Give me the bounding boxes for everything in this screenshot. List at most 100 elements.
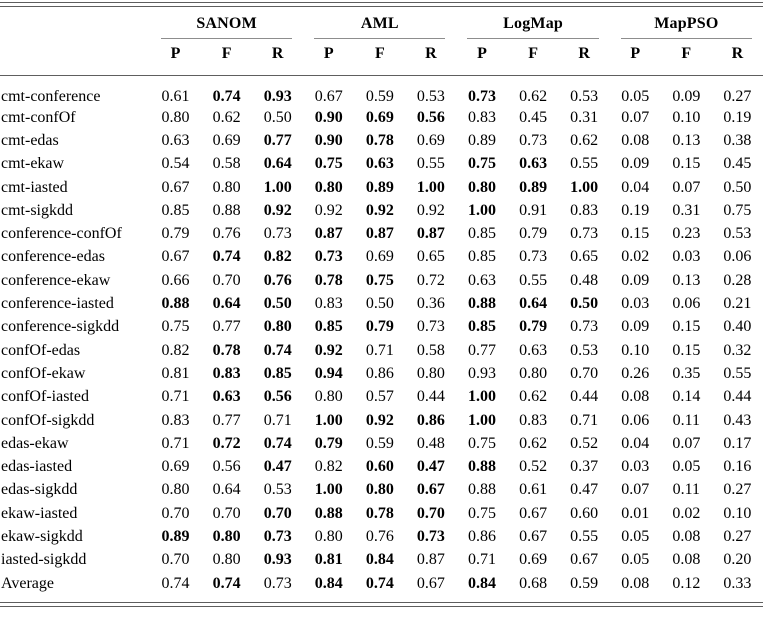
metric-header-aml-p: P xyxy=(303,39,355,76)
value-cell: 0.59 xyxy=(570,574,599,592)
value-cell: 0.80 xyxy=(416,364,445,382)
value-cell: 0.57 xyxy=(365,388,394,406)
value-cell: 0.79 xyxy=(519,318,548,336)
group-header-row: SANOM AML LogMap MapPSO xyxy=(0,7,763,39)
table-row: conference-iasted 0.88 0.64 0.50 0.83 0.50 0.3… xyxy=(0,292,763,315)
value-cell: 0.53 xyxy=(570,88,599,105)
value-cell: 0.82 xyxy=(161,341,190,359)
value-cell: 0.50 xyxy=(570,295,599,313)
value-cell: 0.19 xyxy=(621,201,650,219)
value-cell: 0.05 xyxy=(621,527,650,545)
value-cell: 0.52 xyxy=(519,458,548,476)
value-cell: 0.82 xyxy=(314,458,343,476)
table-row: conference-ekaw 0.66 0.70 0.76 0.78 0.75 0.72 0… xyxy=(0,269,763,292)
metric-header-logmap-r: R xyxy=(558,39,610,76)
value-cell: 0.80 xyxy=(365,481,394,499)
table-row: cmt-confOf 0.80 0.62 0.50 0.90 0.69 0.56 0.83 0.… xyxy=(0,106,763,129)
metric-header-sanom-r: R xyxy=(252,39,304,76)
table-row: cmt-ekaw 0.54 0.58 0.64 0.75 0.63 0.55 0.75 0.63… xyxy=(0,153,763,176)
value-cell: 0.37 xyxy=(570,458,599,476)
value-cell: 0.53 xyxy=(416,88,445,105)
value-cell: 0.87 xyxy=(314,225,343,243)
row-label: conference-confOf xyxy=(1,225,122,243)
row-label: cmt-edas xyxy=(1,131,59,149)
value-cell: 0.55 xyxy=(570,527,599,545)
value-cell: 0.03 xyxy=(672,248,701,266)
value-cell: 0.69 xyxy=(416,131,445,149)
value-cell: 0.64 xyxy=(519,295,548,313)
value-cell: 0.77 xyxy=(212,411,241,429)
value-cell: 0.67 xyxy=(519,527,548,545)
value-cell: 0.43 xyxy=(723,411,752,429)
value-cell: 0.88 xyxy=(468,481,496,499)
value-cell: 0.64 xyxy=(263,155,292,173)
table-row: conference-edas 0.67 0.74 0.82 0.73 0.69 0.65 0… xyxy=(0,246,763,269)
value-cell: 0.05 xyxy=(621,551,650,569)
value-cell: 0.09 xyxy=(672,88,701,105)
value-cell: 0.15 xyxy=(621,225,650,243)
table-row: conference-sigkdd 0.75 0.77 0.80 0.85 0.79 0.7… xyxy=(0,316,763,339)
group-header-sanom: SANOM xyxy=(150,7,303,39)
row-label: confOf-edas xyxy=(1,341,81,359)
value-cell: 0.88 xyxy=(314,504,343,522)
value-cell: 0.15 xyxy=(672,155,701,173)
value-cell: 0.50 xyxy=(263,295,292,313)
row-label: edas-sigkdd xyxy=(1,481,78,499)
value-cell: 0.62 xyxy=(519,434,548,452)
value-cell: 0.65 xyxy=(570,248,599,266)
value-cell: 0.26 xyxy=(621,364,650,382)
value-cell: 0.08 xyxy=(621,388,650,406)
value-cell: 0.67 xyxy=(161,178,190,196)
row-label: conference-iasted xyxy=(1,295,114,313)
row-label: cmt-ekaw xyxy=(1,155,65,173)
value-cell: 0.63 xyxy=(468,271,496,289)
value-cell: 0.07 xyxy=(621,108,650,126)
value-cell: 0.67 xyxy=(416,481,445,499)
value-cell: 0.80 xyxy=(314,388,343,406)
row-label: cmt-iasted xyxy=(1,178,68,196)
value-cell: 0.81 xyxy=(314,551,343,569)
value-cell: 0.01 xyxy=(621,504,650,522)
table-row: cmt-conference 0.61 0.74 0.93 0.67 0.59 0.53 0.… xyxy=(0,76,763,107)
value-cell: 0.63 xyxy=(519,155,548,173)
value-cell: 0.67 xyxy=(416,574,445,592)
value-cell: 0.13 xyxy=(672,271,701,289)
value-cell: 0.80 xyxy=(263,318,292,336)
value-cell: 0.03 xyxy=(621,458,650,476)
value-cell: 0.12 xyxy=(672,574,701,592)
value-cell: 0.74 xyxy=(212,88,241,105)
value-cell: 0.83 xyxy=(468,108,496,126)
value-cell: 0.73 xyxy=(519,131,548,149)
value-cell: 0.88 xyxy=(212,201,241,219)
metric-header-aml-r: R xyxy=(405,39,457,76)
value-cell: 0.86 xyxy=(416,411,445,429)
value-cell: 0.21 xyxy=(723,295,752,313)
value-cell: 0.17 xyxy=(723,434,752,452)
value-cell: 0.59 xyxy=(365,434,394,452)
value-cell: 0.70 xyxy=(212,271,241,289)
value-cell: 0.69 xyxy=(365,108,394,126)
value-cell: 0.06 xyxy=(621,411,650,429)
value-cell: 0.40 xyxy=(723,318,752,336)
value-cell: 0.71 xyxy=(263,411,292,429)
table-row: confOf-sigkdd 0.83 0.77 0.71 1.00 0.92 0.86 1.0… xyxy=(0,409,763,432)
value-cell: 0.83 xyxy=(570,201,599,219)
value-cell: 0.93 xyxy=(468,364,496,382)
metric-header-mappso-f: F xyxy=(660,39,712,76)
value-cell: 0.44 xyxy=(570,388,599,406)
value-cell: 0.35 xyxy=(672,364,701,382)
table-top-rule xyxy=(0,2,763,7)
value-cell: 1.00 xyxy=(468,411,496,429)
value-cell: 0.69 xyxy=(212,131,241,149)
value-cell: 0.70 xyxy=(161,551,190,569)
value-cell: 0.03 xyxy=(621,295,650,313)
value-cell: 0.74 xyxy=(161,574,190,592)
value-cell: 0.93 xyxy=(263,551,292,569)
value-cell: 0.89 xyxy=(468,131,496,149)
value-cell: 0.73 xyxy=(263,527,292,545)
value-cell: 0.09 xyxy=(621,155,650,173)
row-label: confOf-iasted xyxy=(1,388,89,406)
corner-cell xyxy=(0,39,150,76)
value-cell: 0.13 xyxy=(672,131,701,149)
